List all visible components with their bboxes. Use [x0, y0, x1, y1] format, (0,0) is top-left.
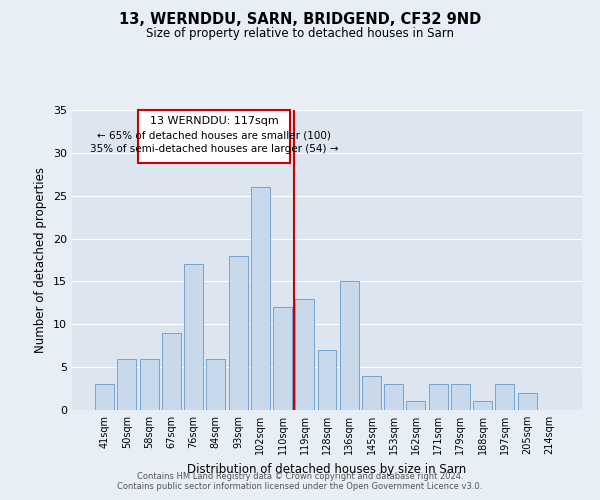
Bar	[473, 402, 492, 410]
Text: Contains public sector information licensed under the Open Government Licence v3: Contains public sector information licen…	[118, 482, 482, 491]
Text: 35% of semi-detached houses are larger (54) →: 35% of semi-detached houses are larger (…	[90, 144, 338, 154]
Bar	[406, 402, 425, 410]
Bar	[362, 376, 381, 410]
Y-axis label: Number of detached properties: Number of detached properties	[34, 167, 47, 353]
Bar	[229, 256, 248, 410]
Text: Size of property relative to detached houses in Sarn: Size of property relative to detached ho…	[146, 28, 454, 40]
Bar	[317, 350, 337, 410]
Bar	[451, 384, 470, 410]
Bar	[273, 307, 292, 410]
Text: Contains HM Land Registry data © Crown copyright and database right 2024.: Contains HM Land Registry data © Crown c…	[137, 472, 463, 481]
X-axis label: Distribution of detached houses by size in Sarn: Distribution of detached houses by size …	[187, 462, 467, 475]
Bar	[496, 384, 514, 410]
Bar	[162, 333, 181, 410]
Text: ← 65% of detached houses are smaller (100): ← 65% of detached houses are smaller (10…	[97, 130, 331, 140]
FancyBboxPatch shape	[138, 110, 290, 163]
Bar	[384, 384, 403, 410]
Bar	[518, 393, 536, 410]
Bar	[251, 187, 270, 410]
Text: 13, WERNDDU, SARN, BRIDGEND, CF32 9ND: 13, WERNDDU, SARN, BRIDGEND, CF32 9ND	[119, 12, 481, 28]
Bar	[295, 298, 314, 410]
Bar	[429, 384, 448, 410]
Bar	[206, 358, 225, 410]
Bar	[140, 358, 158, 410]
Bar	[118, 358, 136, 410]
Text: 13 WERNDDU: 117sqm: 13 WERNDDU: 117sqm	[150, 116, 278, 126]
Bar	[184, 264, 203, 410]
Bar	[95, 384, 114, 410]
Bar	[340, 282, 359, 410]
